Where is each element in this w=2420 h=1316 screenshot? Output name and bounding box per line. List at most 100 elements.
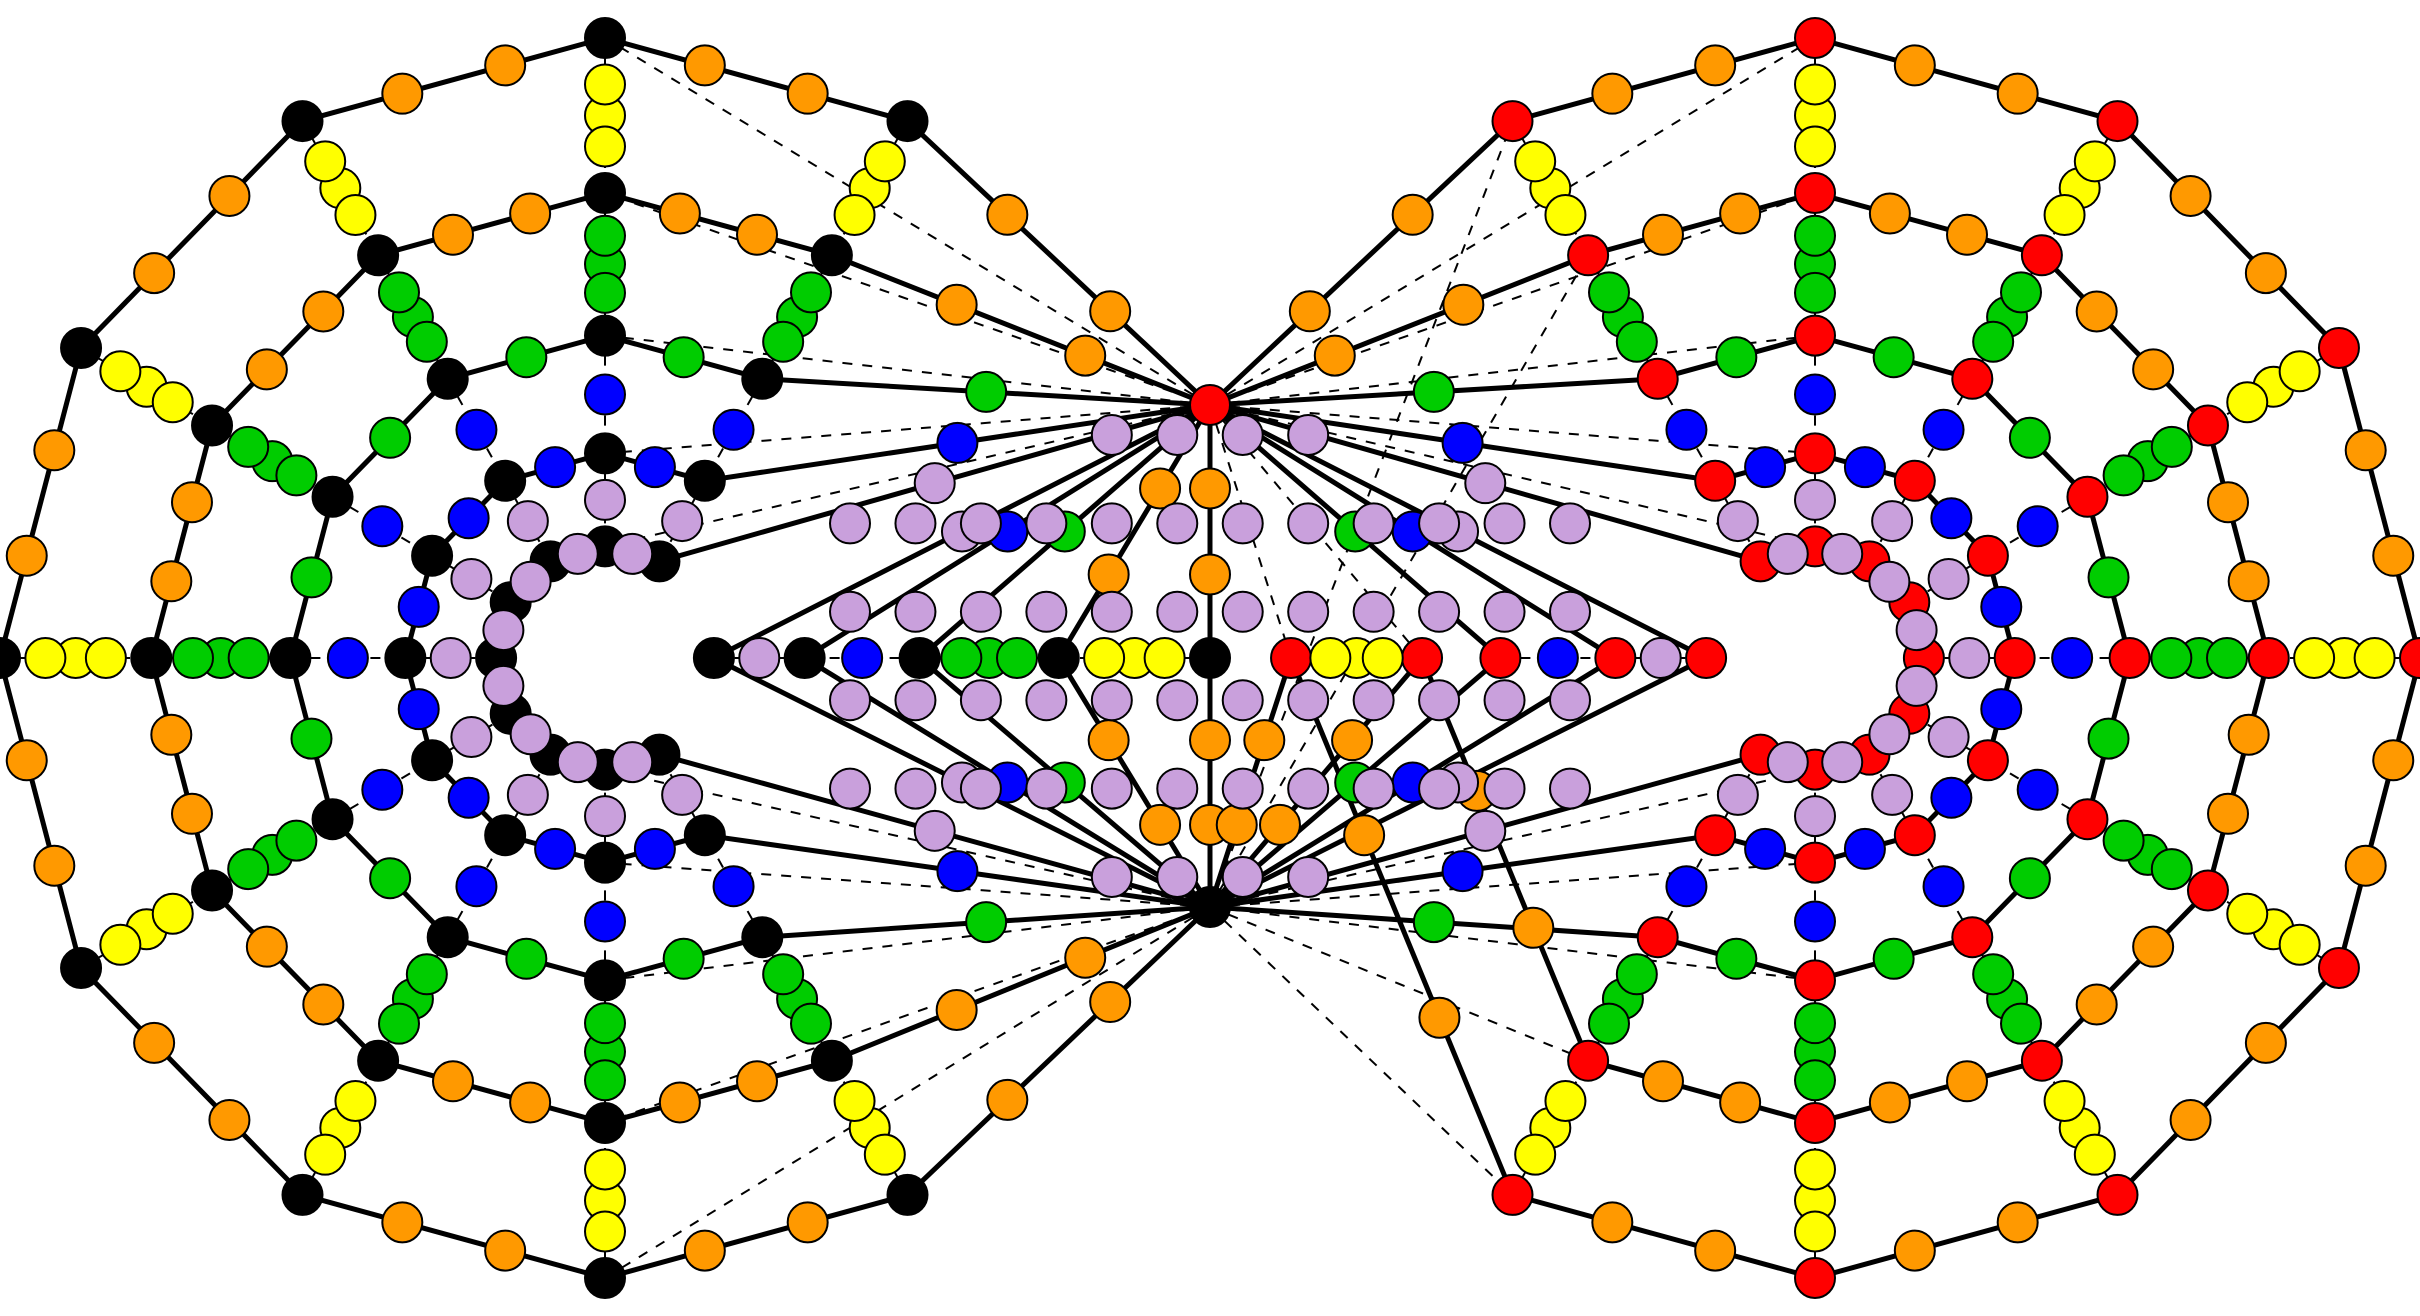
spoke-mid-right-v7-r3 (1718, 775, 1758, 815)
ring-edge-right-0-3 (2339, 658, 2420, 968)
purple-cloud-3-5 (1157, 680, 1197, 720)
edge-mid-left-r4-e6-0 (558, 742, 598, 782)
spoke-mid-right-v1-r3 (1872, 501, 1912, 541)
edge-mid-left-r0-e3-0 (1190, 720, 1230, 760)
scatter-left-r1-v0-0.7 (585, 273, 625, 313)
edge-mid-right-r0-e5-1 (1895, 1231, 1935, 1271)
ring-edge-left-0-6 (303, 1195, 606, 1278)
scatter-left-r0-v1-0.3 (865, 141, 905, 181)
vertex-right-r0-v0 (1795, 18, 1835, 58)
edge-mid-right-r1-e2-0 (2208, 482, 2248, 522)
ring-edge-left-1-5 (605, 1061, 832, 1123)
scatter-right-r1-v1-0.7 (1973, 322, 2013, 362)
vertex-left-r0-v10 (61, 328, 101, 368)
scatter-right-r1-v4-0.7 (2104, 821, 2144, 861)
scatter-right-r0-v7-0.3 (1515, 1135, 1555, 1175)
spoke-mid-left-v3-r2 (842, 638, 882, 678)
vertex-right-r2-v5 (1952, 917, 1992, 957)
edge-mid-right-r0-e6-0 (1695, 1231, 1735, 1271)
vertex-right-r1-v7 (1568, 1041, 1608, 1081)
vertex-left-r0-v9 (0, 638, 20, 678)
scatter-right-r1-v6-0.7 (1795, 1003, 1835, 1043)
edge-mid-left-r0-e7-1 (134, 1023, 174, 1063)
edge-mid-right-r1-e1-1 (2133, 349, 2173, 389)
vertex-right-r1-v4 (2188, 871, 2228, 911)
vertex-right-r0-v6 (1795, 1258, 1835, 1298)
vertex-left-r1-v9 (131, 638, 171, 678)
edge-mid-left-r1-e1-1 (1065, 336, 1105, 376)
vertex-left-r0-v6 (585, 1258, 625, 1298)
scatter-right-r1-v11-0.7 (1617, 322, 1657, 362)
scatter-left-r0-v3-0.3 (1145, 638, 1185, 678)
vertex-left-r3-v7 (485, 815, 525, 855)
spoke-mid-left-v9-r2 (328, 638, 368, 678)
edge-mid-left-r3-e1-0 (937, 423, 977, 463)
vertex-right-r3-v7 (1695, 815, 1735, 855)
ring-edge-right-0-2 (2339, 348, 2420, 658)
scatter-right-r1-v0-0.7 (1795, 273, 1835, 313)
edge-mid-right-r1-e10-1 (1443, 285, 1483, 325)
scatter-right-r0-v5-0.7 (2045, 1081, 2085, 1121)
edge-mid-left-r1-e10-1 (303, 291, 343, 331)
spoke-mid-left-v0-r2 (585, 375, 625, 415)
purple-cloud-2-1 (895, 592, 935, 632)
ring-edge-left-1-10 (212, 255, 378, 425)
scatter-right-r0-v3-0.3 (2355, 638, 2395, 678)
scatter-left-r0-v10-0.7 (153, 382, 193, 422)
edge-mid-right-r4-e7-0 (1465, 811, 1505, 851)
scatter-left-r0-v0-0.3 (585, 65, 625, 105)
purple-cloud-3-7 (1288, 680, 1328, 720)
vertex-right-r3-v9 (1595, 638, 1635, 678)
spoke-mid-left-v0-r3 (585, 480, 625, 520)
scatter-right-r1-v7-0.3 (1589, 1004, 1629, 1044)
edge-mid-right-r1-e0-1 (1947, 215, 1987, 255)
ring-edge-right-1-4 (2042, 891, 2208, 1061)
purple-cloud-2-4 (1092, 592, 1132, 632)
vertex-right-r0-v5 (2098, 1175, 2138, 1215)
scatter-right-r1-v4-0.3 (2152, 849, 2192, 889)
purple-cloud-1-10 (1485, 503, 1525, 543)
edge-mid-right-r0-e5-0 (1998, 1202, 2038, 1242)
purple-cloud-5-7 (1288, 857, 1328, 897)
vertex-right-r0-v11 (1493, 101, 1533, 141)
edge-mid-left-r1-e6-1 (433, 1061, 473, 1101)
vertex-left-r0-v11 (283, 101, 323, 141)
spoke-mid-right-v0-r3 (1795, 480, 1835, 520)
edge-mid-right-r1-e4-1 (2077, 985, 2117, 1025)
spoke-mid-right-v5-r3 (1872, 775, 1912, 815)
purple-cloud-0-6 (1223, 415, 1263, 455)
edge-mid-left-r3-e7-0 (449, 778, 489, 818)
edge-mid-left-r2-e7-0 (370, 858, 410, 898)
spoke-mid-left-v10-r2 (362, 506, 402, 546)
edge-mid-right-r4-e3-0 (1897, 666, 1937, 706)
edge-mid-right-r3-e3-0 (1981, 689, 2021, 729)
vertex-right-r1-v2 (2188, 406, 2228, 446)
edge-mid-left-r0-e2-1 (1190, 555, 1230, 595)
scatter-left-r0-v9-0.3 (25, 638, 65, 678)
edge-mid-left-r0-e10-1 (209, 176, 249, 216)
scatter-left-r0-v11-0.3 (305, 141, 345, 181)
vertex-left-r3-v3 (785, 638, 825, 678)
spoke-mid-left-v7-r2 (456, 866, 496, 906)
edge-mid-right-r0-e4-1 (2171, 1100, 2211, 1140)
vertex-left-r2-v11 (428, 359, 468, 399)
scatter-left-r0-v7-0.7 (335, 1081, 375, 1121)
purple-cloud-2-3 (1026, 592, 1066, 632)
purple-cloud-5-5 (1157, 857, 1197, 897)
vertex-right-r2-v3 (2110, 638, 2150, 678)
ring-edge-right-1-1 (2042, 255, 2208, 425)
node-layer (0, 18, 2420, 1298)
edge-mid-right-r1-e0-0 (1870, 194, 1910, 234)
vertex-right-r1-v11 (1568, 235, 1608, 275)
edge-mid-left-r1-e8-0 (172, 794, 212, 834)
edge-mid-right-r0-e0-1 (1998, 74, 2038, 114)
edge-mid-left-r0-e11-1 (485, 45, 525, 85)
spoke-mid-right-v4-r2 (2018, 770, 2058, 810)
edge-mid-left-r1-e4-1 (937, 990, 977, 1030)
purple-cloud-1-2 (961, 503, 1001, 543)
vertex-left-r2-v1 (742, 359, 782, 399)
scatter-left-r1-v0-0.3 (585, 216, 625, 256)
edge-mid-right-r4-e0-0 (1822, 534, 1862, 574)
scatter-left-r0-v8-0.3 (100, 925, 140, 965)
spoke-mid-left-v5-r3 (662, 775, 702, 815)
